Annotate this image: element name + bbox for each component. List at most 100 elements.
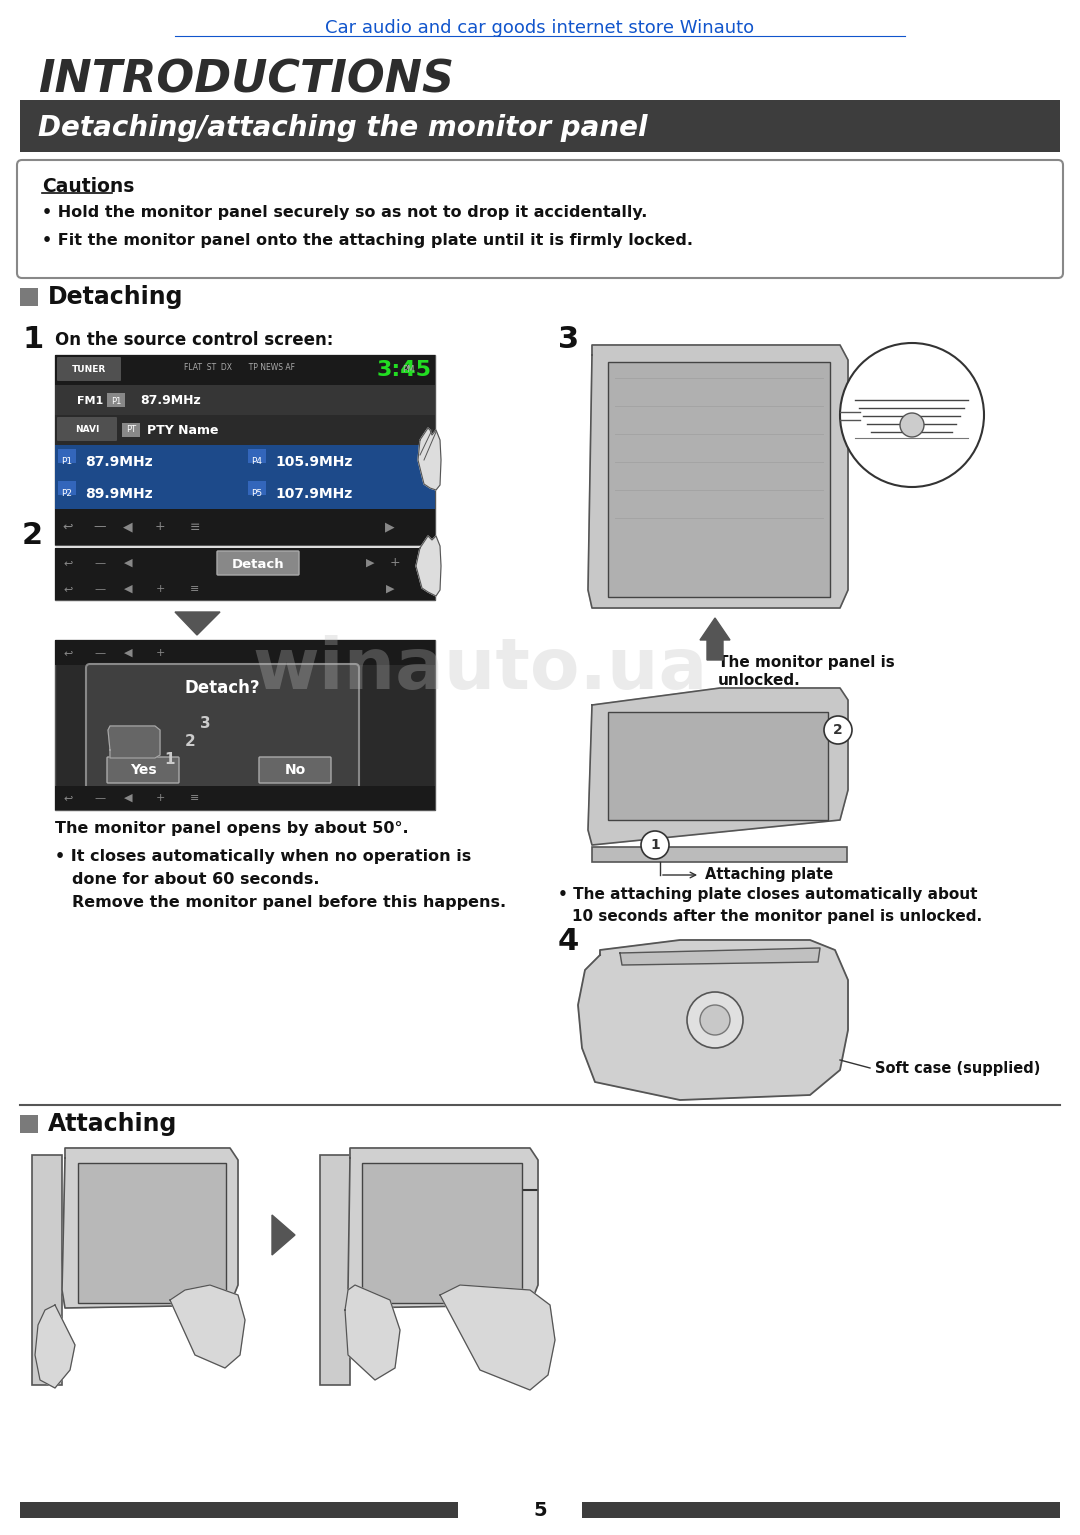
Text: 87.9MHz: 87.9MHz <box>140 394 201 407</box>
FancyBboxPatch shape <box>608 362 831 597</box>
Text: —: — <box>94 559 106 568</box>
Bar <box>55 786 435 810</box>
Text: No: No <box>284 763 306 777</box>
Text: +: + <box>156 794 164 803</box>
FancyBboxPatch shape <box>362 1164 522 1303</box>
FancyBboxPatch shape <box>259 757 330 783</box>
Text: P2: P2 <box>62 490 72 499</box>
FancyBboxPatch shape <box>86 665 359 792</box>
Bar <box>55 445 245 477</box>
Text: ▶: ▶ <box>366 559 375 568</box>
FancyBboxPatch shape <box>58 450 76 464</box>
Text: +: + <box>156 648 164 659</box>
Text: FLAT  ST  DX       TP NEWS AF: FLAT ST DX TP NEWS AF <box>185 364 296 373</box>
Bar <box>592 847 847 863</box>
Circle shape <box>700 1005 730 1035</box>
Bar <box>55 579 435 600</box>
Text: unlocked.: unlocked. <box>718 672 800 688</box>
Circle shape <box>824 715 852 744</box>
Text: Yes: Yes <box>130 763 157 777</box>
Text: 1: 1 <box>165 752 175 768</box>
FancyBboxPatch shape <box>217 551 299 576</box>
Text: • The attaching plate closes automatically about: • The attaching plate closes automatical… <box>558 887 977 903</box>
Text: 1: 1 <box>22 325 43 355</box>
FancyBboxPatch shape <box>608 712 828 820</box>
FancyBboxPatch shape <box>55 548 435 600</box>
FancyBboxPatch shape <box>248 450 266 464</box>
Text: Detach?: Detach? <box>185 678 260 697</box>
Bar <box>245 445 435 477</box>
Text: 89.9MHz: 89.9MHz <box>85 487 152 500</box>
Text: +: + <box>156 583 164 594</box>
Bar <box>55 548 435 579</box>
Text: 5: 5 <box>534 1501 546 1520</box>
Text: • Fit the monitor panel onto the attaching plate until it is firmly locked.: • Fit the monitor panel onto the attachi… <box>42 232 693 247</box>
Text: ◀: ◀ <box>124 583 132 594</box>
Text: winauto.ua: winauto.ua <box>253 635 707 705</box>
Circle shape <box>687 992 743 1048</box>
Text: ↩: ↩ <box>64 794 72 803</box>
Text: —: — <box>94 520 106 534</box>
Text: ≡: ≡ <box>190 583 200 594</box>
Circle shape <box>840 342 984 487</box>
Text: Attaching: Attaching <box>48 1111 177 1136</box>
Bar <box>55 640 435 665</box>
Bar <box>582 1503 1059 1518</box>
FancyBboxPatch shape <box>107 393 125 407</box>
Text: The monitor panel opens by about 50°.: The monitor panel opens by about 50°. <box>55 821 408 835</box>
Bar <box>55 385 435 414</box>
Text: PM: PM <box>402 365 415 375</box>
Text: done for about 60 seconds.: done for about 60 seconds. <box>72 872 320 887</box>
Text: 3:45: 3:45 <box>377 361 432 381</box>
FancyBboxPatch shape <box>248 480 266 494</box>
Text: Soft case (supplied): Soft case (supplied) <box>875 1061 1040 1076</box>
Text: P1: P1 <box>111 396 121 405</box>
Bar <box>21 1114 38 1133</box>
Polygon shape <box>440 1285 555 1391</box>
Polygon shape <box>588 688 848 844</box>
Text: Detaching/attaching the monitor panel: Detaching/attaching the monitor panel <box>38 114 648 143</box>
Text: Detach: Detach <box>232 557 284 571</box>
Text: 107.9MHz: 107.9MHz <box>275 487 352 500</box>
FancyBboxPatch shape <box>57 418 117 441</box>
Text: P1: P1 <box>62 457 72 467</box>
Text: 2: 2 <box>185 735 195 749</box>
Text: ▶: ▶ <box>386 583 394 594</box>
Text: 3: 3 <box>200 717 211 732</box>
Text: ≡: ≡ <box>190 520 200 534</box>
Polygon shape <box>175 612 220 635</box>
Text: ↩: ↩ <box>64 648 72 659</box>
Bar <box>245 477 435 510</box>
Circle shape <box>642 830 669 860</box>
FancyBboxPatch shape <box>57 358 121 381</box>
Text: +: + <box>154 520 165 534</box>
Text: PTY Name: PTY Name <box>147 424 218 436</box>
Text: Car audio and car goods internet store Winauto: Car audio and car goods internet store W… <box>325 18 755 37</box>
Text: ◀: ◀ <box>124 648 132 659</box>
Text: Attaching plate: Attaching plate <box>705 867 834 883</box>
Text: Detaching: Detaching <box>48 286 184 309</box>
FancyBboxPatch shape <box>122 424 140 437</box>
Text: 105.9MHz: 105.9MHz <box>275 454 352 470</box>
Text: P4: P4 <box>252 457 262 467</box>
Text: ↩: ↩ <box>64 583 72 594</box>
Bar <box>21 1503 458 1518</box>
Text: 3: 3 <box>558 325 579 355</box>
Polygon shape <box>578 939 848 1101</box>
Text: 2: 2 <box>833 723 842 737</box>
Text: ▶: ▶ <box>386 520 395 534</box>
Text: FM1: FM1 <box>77 396 103 405</box>
Polygon shape <box>345 1285 400 1380</box>
FancyBboxPatch shape <box>320 1154 350 1385</box>
FancyBboxPatch shape <box>55 355 435 545</box>
Bar <box>55 355 435 385</box>
Text: +: + <box>390 557 401 569</box>
Text: ↩: ↩ <box>63 520 73 534</box>
Text: ≡: ≡ <box>190 794 200 803</box>
Polygon shape <box>418 428 441 490</box>
Text: • Hold the monitor panel securely so as not to drop it accidentally.: • Hold the monitor panel securely so as … <box>42 206 647 221</box>
Text: —: — <box>94 794 106 803</box>
Text: 10 seconds after the monitor panel is unlocked.: 10 seconds after the monitor panel is un… <box>572 910 982 924</box>
FancyBboxPatch shape <box>32 1154 62 1385</box>
Bar <box>55 414 435 445</box>
